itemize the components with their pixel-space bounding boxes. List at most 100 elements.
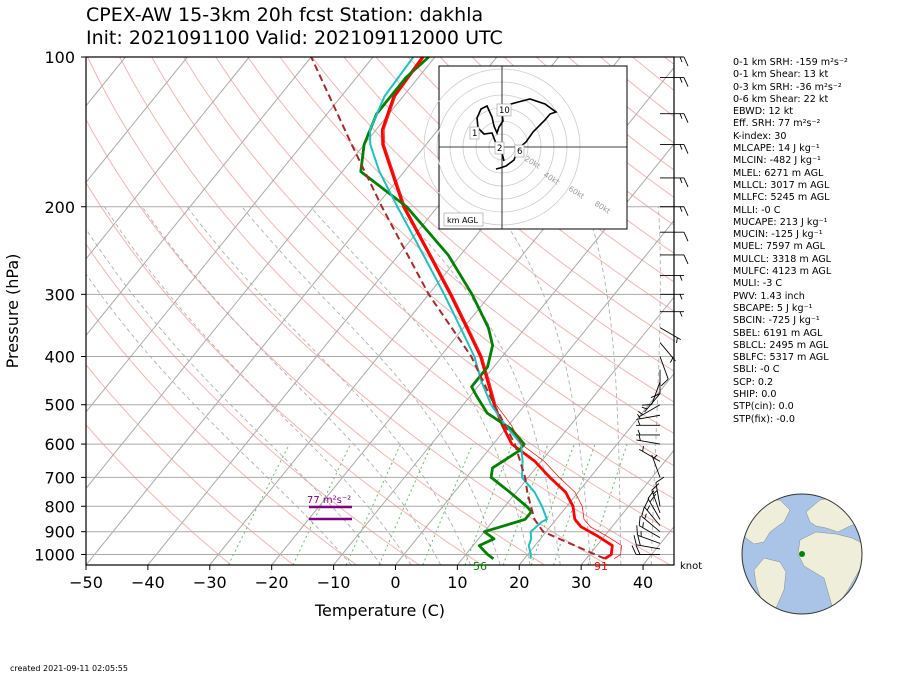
x-tick-label: 10 xyxy=(447,573,467,592)
effective-srh-label: 77 m²s⁻² xyxy=(307,495,351,506)
parameter-line: MUCIN: -125 J kg⁻¹ xyxy=(733,229,823,241)
wind-barb xyxy=(660,56,689,67)
isotherm xyxy=(86,57,188,184)
wind-barb-half xyxy=(679,144,683,150)
wind-barb-flag xyxy=(641,506,645,517)
wind-barb-half xyxy=(640,531,642,537)
x-tick-label: −20 xyxy=(255,573,289,592)
wind-barb-shaft xyxy=(647,498,661,520)
parameter-line: 0-3 km SRH: -36 m²s⁻² xyxy=(733,81,842,93)
wind-barb xyxy=(660,231,689,242)
parameter-line: MLCAPE: 14 J kg⁻¹ xyxy=(733,143,820,155)
wind-barb-half xyxy=(679,311,683,317)
wind-barb-half xyxy=(638,411,643,416)
wind-barb-flag xyxy=(644,498,650,508)
parameter-line: MLLI: -0 C xyxy=(733,204,781,216)
parameter-line: 0-1 km SRH: -159 m²s⁻² xyxy=(733,57,848,68)
moist-adiabat xyxy=(585,206,622,565)
wind-barb-flag xyxy=(641,404,652,406)
parameter-line: STP(fix): -0.0 xyxy=(733,413,795,425)
wind-barb xyxy=(659,342,676,363)
parameter-line: MLCIN: -482 J kg⁻¹ xyxy=(733,155,821,167)
moist-adiabat xyxy=(104,206,412,565)
globe-locator-map xyxy=(741,493,863,615)
wind-barb-flag xyxy=(638,515,641,526)
wind-barb-flag xyxy=(683,77,689,87)
parameter-line: K-index: 30 xyxy=(733,130,787,142)
wind-barb-half xyxy=(679,113,683,119)
wind-barb xyxy=(660,144,689,154)
mixing-ratio-line xyxy=(378,443,433,565)
surface-temperature-label: 91 xyxy=(594,560,608,573)
station-location-dot xyxy=(799,551,805,557)
parameter-line: MULCL: 3318 m AGL xyxy=(733,253,832,265)
wind-barb-shaft xyxy=(659,356,669,380)
wind-barb-half xyxy=(642,445,644,452)
wind-barb xyxy=(659,356,669,387)
hodograph-height-box xyxy=(496,103,512,117)
wind-barbs xyxy=(631,56,689,555)
wind-barb-half xyxy=(679,77,683,83)
parameter-line: SBCIN: -725 J kg⁻¹ xyxy=(733,315,820,327)
wind-barb-flag xyxy=(636,525,638,536)
mixing-ratio-line xyxy=(464,443,513,565)
y-tick-label: 300 xyxy=(44,285,75,304)
hodograph-height-label: 6 xyxy=(517,147,522,157)
wind-barb xyxy=(650,369,661,399)
mixing-ratio-line xyxy=(553,443,596,565)
moist-adiabat xyxy=(241,206,501,565)
isobars xyxy=(86,57,674,555)
parameter-line: SBEL: 6191 m AGL xyxy=(733,327,823,339)
hodograph-frame xyxy=(438,65,628,230)
wind-barb-half xyxy=(679,177,683,184)
parameter-line: MLEL: 6271 m AGL xyxy=(733,167,824,179)
mixing-ratio-line xyxy=(292,443,352,565)
wind-barb xyxy=(636,420,660,426)
hodograph-height-box xyxy=(514,144,525,158)
parameter-line: PWV: 1.43 inch xyxy=(733,290,805,302)
dry-adiabat xyxy=(86,363,295,565)
wind-barb-shaft xyxy=(651,381,661,405)
wind-barb xyxy=(636,413,661,420)
chart-title-line2: Init: 2021091100 Valid: 202109112000 UTC xyxy=(86,27,503,49)
parameter-line: Eff. SRH: 77 m²s⁻² xyxy=(733,118,821,130)
dry-adiabat xyxy=(407,57,674,283)
wind-barb xyxy=(655,476,665,507)
moist-adiabat xyxy=(86,228,382,565)
dry-adiabat xyxy=(183,57,674,500)
wind-barb-flag xyxy=(633,535,637,545)
hodograph-height-label: 1 xyxy=(472,129,477,139)
parameter-line: SCP: 0.2 xyxy=(733,376,774,388)
wind-barb xyxy=(633,535,661,550)
wind-barb-flag xyxy=(683,144,689,154)
y-tick-label: 800 xyxy=(44,497,75,516)
wind-barb-half xyxy=(637,429,641,436)
wind-barb-half xyxy=(679,294,683,300)
wind-barb xyxy=(636,435,661,445)
y-tick-label: 500 xyxy=(44,396,75,415)
isotherm xyxy=(580,449,674,565)
parameter-line: MLLCL: 3017 m AGL xyxy=(733,179,830,191)
wind-barb xyxy=(651,483,661,514)
dry-adiabat xyxy=(86,181,483,565)
moist-adiabat xyxy=(186,206,471,565)
virtual-temperature-profile xyxy=(383,57,622,559)
mixing-ratio-line xyxy=(227,443,290,565)
wind-barb-flag xyxy=(635,545,641,555)
isotherm xyxy=(86,57,250,260)
wind-barb xyxy=(660,311,684,317)
x-tick-label: 30 xyxy=(571,573,591,592)
mixing-ratio-line xyxy=(587,443,628,565)
parameter-line: MUCAPE: 213 J kg⁻¹ xyxy=(733,216,828,228)
wind-barb-shaft xyxy=(655,482,661,507)
wind-barb-flag xyxy=(683,177,689,188)
wind-barb-flag xyxy=(637,535,641,546)
wind-barb xyxy=(644,498,661,526)
x-tick-label: −50 xyxy=(69,573,103,592)
wind-barb xyxy=(660,254,689,265)
parameter-line: SBLCL: 2495 m AGL xyxy=(733,339,829,351)
wind-barb xyxy=(638,404,661,418)
dry-adiabat xyxy=(375,57,674,312)
